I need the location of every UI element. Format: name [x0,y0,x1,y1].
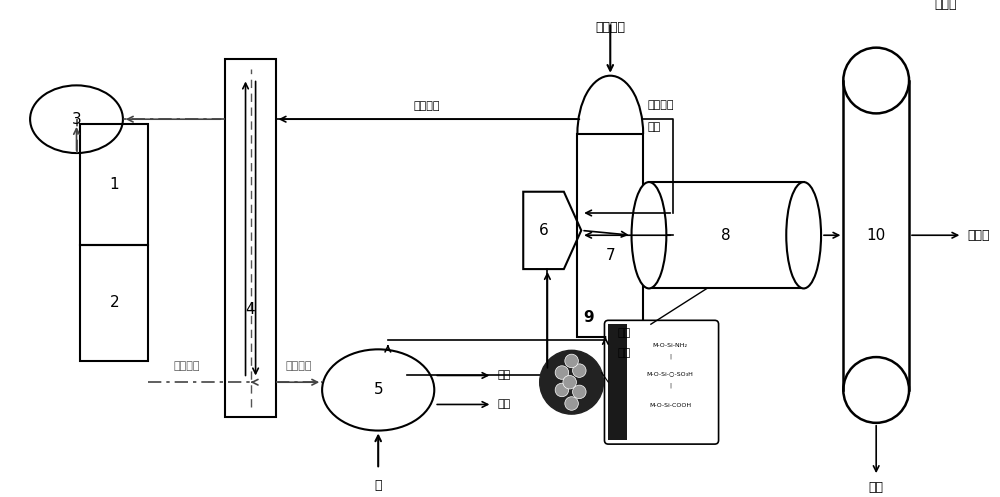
Text: 9: 9 [584,310,594,325]
FancyBboxPatch shape [604,321,719,444]
Bar [225,59,276,417]
Text: 水相: 水相 [869,481,884,494]
Text: 生物油: 生物油 [967,229,990,242]
Circle shape [573,385,586,399]
Circle shape [565,354,578,368]
Text: 6: 6 [539,223,548,238]
Circle shape [565,397,578,410]
Text: 水: 水 [374,479,382,492]
Text: 蒸气: 蒸气 [648,122,661,132]
Bar [80,124,148,245]
Ellipse shape [786,182,821,288]
Text: 4: 4 [246,302,255,317]
Text: 氦气: 氦气 [617,348,630,358]
Text: 10: 10 [867,228,886,243]
Text: 氢气: 氢气 [497,370,510,380]
Text: M-O-Si-COOH: M-O-Si-COOH [649,403,691,408]
Circle shape [573,364,586,377]
Circle shape [563,375,576,389]
Text: 8: 8 [721,228,731,243]
Text: 生物原油: 生物原油 [595,20,625,34]
Circle shape [555,366,569,379]
Text: 5: 5 [373,383,383,398]
Text: 中温: 中温 [617,329,630,338]
Bar [608,324,627,440]
Text: 7: 7 [605,248,615,263]
Text: 低温氦气: 低温氦气 [413,101,440,111]
Text: 可燃气: 可燃气 [934,0,957,10]
Text: M-O-Si-○-SO₃H: M-O-Si-○-SO₃H [647,372,693,377]
Bar [577,134,643,337]
Text: 氧气: 氧气 [497,400,510,410]
Text: 高温氦气: 高温氦气 [173,361,200,371]
Circle shape [555,383,569,397]
Bar [649,182,804,288]
Text: |: | [669,354,671,359]
Text: 高温氦气: 高温氦气 [286,361,312,371]
Text: M-O-Si-NH₂: M-O-Si-NH₂ [653,342,688,347]
Text: 生物原油: 生物原油 [648,100,674,110]
Text: 1: 1 [109,177,119,192]
Text: 3: 3 [72,112,81,127]
Circle shape [540,350,604,414]
Text: 2: 2 [109,295,119,311]
Bar [80,245,148,361]
Text: |: | [669,383,671,389]
Ellipse shape [632,182,666,288]
